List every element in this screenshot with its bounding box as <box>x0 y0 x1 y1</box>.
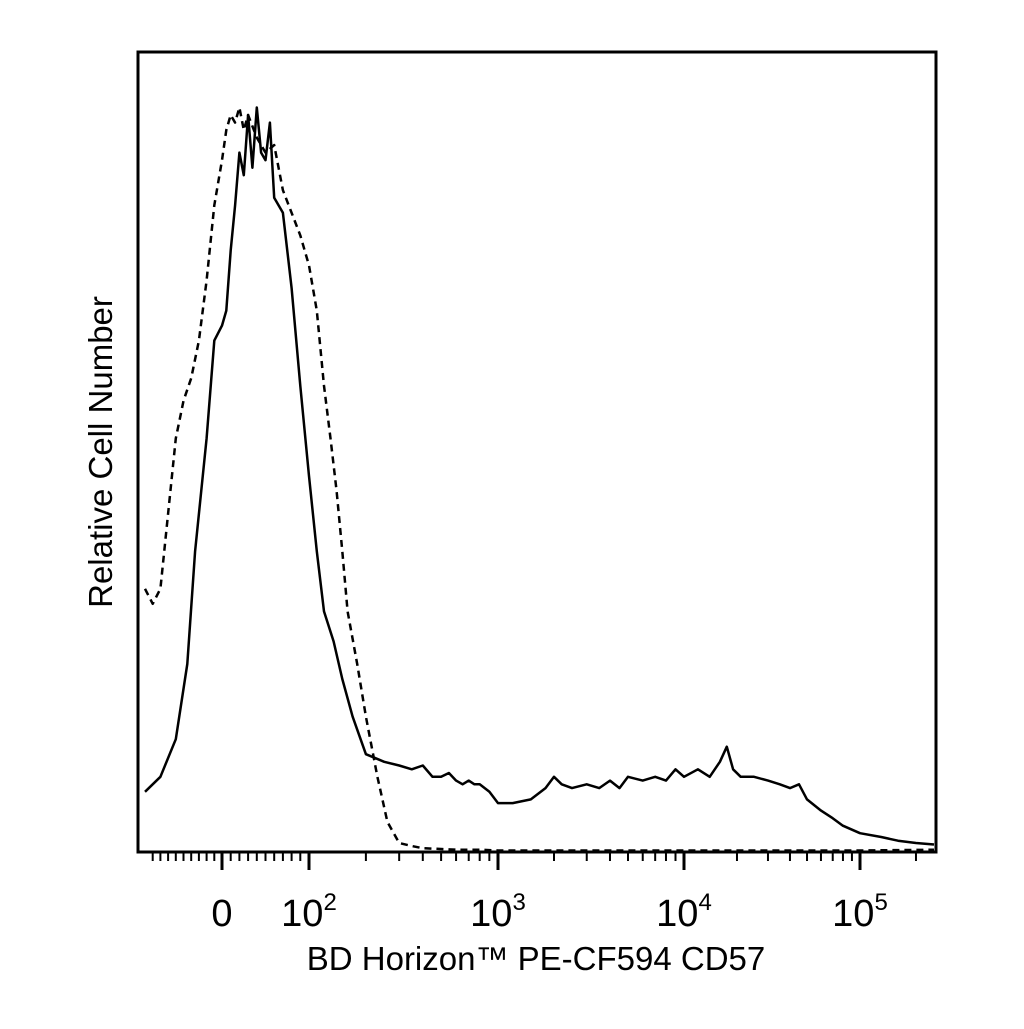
x-axis-tick-labels: 0 102 103 104 105 <box>211 889 887 935</box>
x-tick-label: 102 <box>281 889 337 935</box>
x-axis-minor-ticks <box>151 852 917 861</box>
x-tick-label: 0 <box>211 893 232 935</box>
plot-frame <box>136 50 938 854</box>
y-axis-title: Relative Cell Number <box>82 296 119 608</box>
series-line-dashed <box>143 106 935 852</box>
x-axis-major-ticks <box>220 852 862 870</box>
series-layer <box>143 106 935 852</box>
x-axis-title: BD Horizon™ PE-CF594 CD57 <box>307 940 766 977</box>
x-tick-label: 104 <box>656 889 712 935</box>
x-tick-label: 103 <box>470 889 526 935</box>
x-tick-label: 105 <box>832 889 888 935</box>
series-line-solid <box>144 106 935 846</box>
